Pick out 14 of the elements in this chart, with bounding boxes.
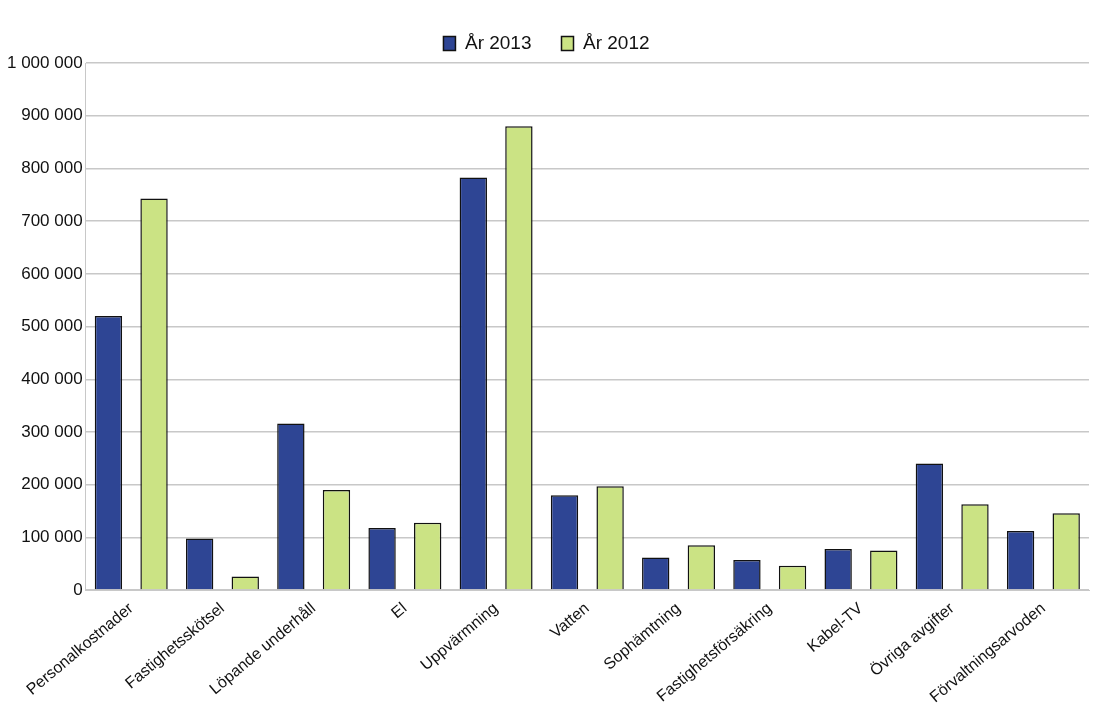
legend-label: År 2012	[583, 31, 650, 53]
y-tick-label: 200 000	[21, 474, 83, 494]
y-tick-label: 800 000	[21, 158, 83, 178]
y-tick-label: 900 000	[21, 105, 83, 125]
y-tick-label: 700 000	[21, 210, 83, 230]
legend-label: År 2013	[464, 31, 532, 53]
y-tick-label: 100 000	[21, 527, 83, 547]
y-tick-label: 600 000	[21, 263, 83, 283]
y-tick-label: 400 000	[21, 368, 83, 388]
y-tick-label: 500 000	[21, 316, 83, 336]
y-tick-label: 300 000	[21, 421, 83, 441]
x-tick-label: El	[387, 599, 410, 622]
y-tick-label: 0	[73, 579, 83, 599]
y-tick-label: 1 000 000	[6, 52, 83, 72]
